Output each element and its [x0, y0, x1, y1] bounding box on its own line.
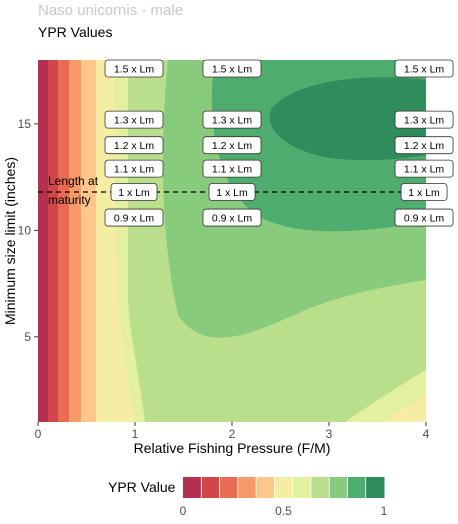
lm-label-text: 1.1 x Lm [212, 164, 253, 176]
contour-band-11 [269, 77, 426, 161]
legend-swatch [347, 477, 367, 498]
legend-title: YPR Value [108, 479, 176, 495]
lm-label: 1.2 x Lm [104, 136, 164, 155]
lm-label-box [202, 159, 262, 178]
lm-label-box [104, 59, 164, 78]
lm-label-text: 1.5 x Lm [114, 64, 155, 76]
contour-band-2 [48, 60, 58, 422]
chart-subtitle: YPR Values [38, 24, 113, 40]
x-tick-label: 1 [132, 427, 139, 441]
legend-swatch [219, 477, 239, 498]
lm-label-text: 1.2 x Lm [212, 140, 253, 152]
y-tick-label: 15 [18, 117, 32, 131]
lm-label: 1.5 x Lm [394, 59, 454, 78]
contour-band-3 [58, 60, 69, 422]
legend-swatch [237, 477, 257, 498]
lm-label-text: 1.2 x Lm [404, 140, 445, 152]
lm-label-text: 1 x Lm [408, 187, 440, 199]
lm-label-box [394, 208, 454, 227]
legend-swatch [365, 477, 385, 498]
legend-tick-label: 0.5 [275, 504, 292, 518]
lm-label: 1.3 x Lm [104, 110, 164, 129]
chart-title: Naso unicornis - male [38, 2, 184, 19]
lm-label-text: 0.9 x Lm [212, 213, 253, 225]
lm-label-box [202, 110, 262, 129]
y-tick-label: 5 [24, 330, 31, 344]
lm-label: 1.1 x Lm [104, 159, 164, 178]
lm-label: 1.3 x Lm [394, 110, 454, 129]
legend-swatch [310, 477, 330, 498]
lm-label: 1.5 x Lm [202, 59, 262, 78]
lm-label-box [202, 59, 262, 78]
contour-band-6b [385, 395, 426, 422]
lm-label-box [104, 159, 164, 178]
maturity-label-line2: maturity [48, 193, 91, 207]
lm-label: 0.9 x Lm [104, 208, 164, 227]
lm-label: 0.9 x Lm [394, 208, 454, 227]
lm-label-box [202, 208, 262, 227]
lm-label-text: 1.5 x Lm [212, 64, 253, 76]
lm-label-text: 0.9 x Lm [404, 213, 445, 225]
lm-label-box [104, 136, 164, 155]
lm-label: 1 x Lm [400, 183, 448, 201]
lm-label-box [394, 59, 454, 78]
lm-label: 1 x Lm [110, 183, 158, 201]
lm-label-text: 1 x Lm [118, 187, 150, 199]
lm-label: 1 x Lm [208, 183, 256, 201]
contour-band-5 [81, 60, 96, 422]
y-axis-title: Minimum size limit (inches) [2, 157, 18, 325]
x-tick-label: 2 [229, 427, 236, 441]
x-axis-title: Relative Fishing Pressure (F/M) [134, 440, 331, 456]
lm-label-text: 1.1 x Lm [114, 164, 155, 176]
x-tick-label: 4 [423, 427, 430, 441]
lm-label-text: 1.3 x Lm [114, 115, 155, 127]
contour-band-1 [38, 60, 48, 422]
lm-label-text: 1 x Lm [216, 187, 248, 199]
lm-label: 1.5 x Lm [104, 59, 164, 78]
x-tick-label: 0 [35, 427, 42, 441]
lm-label-text: 0.9 x Lm [114, 213, 155, 225]
lm-label-text: 1.5 x Lm [404, 64, 445, 76]
lm-label-box [394, 136, 454, 155]
lm-labels-layer: 1.5 x Lm 1.3 x Lm 1.2 x Lm 1.1 x Lm 1 x Lm 0.… [104, 59, 454, 227]
lm-label-box [110, 183, 158, 201]
lm-label-text: 1.3 x Lm [212, 115, 253, 127]
lm-label-box [394, 159, 454, 178]
lm-label: 1.2 x Lm [394, 136, 454, 155]
lm-label-box [202, 136, 262, 155]
axes-layer: 0 1 2 3 4 5 10 15 Relative Fishing Pressure (F/M… [2, 117, 430, 456]
lm-label: 0.9 x Lm [202, 208, 262, 227]
maturity-label-line1: Length at [48, 174, 99, 188]
y-tick-label: 10 [18, 223, 32, 237]
contour-band-4 [69, 60, 81, 422]
lm-label-box [104, 208, 164, 227]
lm-label-text: 1.1 x Lm [404, 164, 445, 176]
lm-label: 1.2 x Lm [202, 136, 262, 155]
legend-swatch [292, 477, 312, 498]
legend-swatch [274, 477, 294, 498]
lm-label-text: 1.2 x Lm [114, 140, 155, 152]
lm-label-text: 1.3 x Lm [404, 115, 445, 127]
reference-layer: Length at maturity [38, 174, 426, 207]
legend-swatch [329, 477, 348, 498]
lm-label: 1.1 x Lm [202, 159, 262, 178]
legend-tick-label: 1 [381, 504, 388, 518]
legend: YPR Value 0 0.5 1 [108, 477, 388, 518]
legend-swatch [256, 477, 275, 498]
lm-label: 1.1 x Lm [394, 159, 454, 178]
x-tick-label: 3 [326, 427, 333, 441]
lm-label-box [104, 110, 164, 129]
lm-label-box [400, 183, 448, 201]
legend-swatch [201, 477, 221, 498]
legend-swatch [183, 477, 202, 498]
lm-label-box [208, 183, 256, 201]
legend-tick-label: 0 [180, 504, 187, 518]
lm-label-box [394, 110, 454, 129]
lm-label: 1.3 x Lm [202, 110, 262, 129]
